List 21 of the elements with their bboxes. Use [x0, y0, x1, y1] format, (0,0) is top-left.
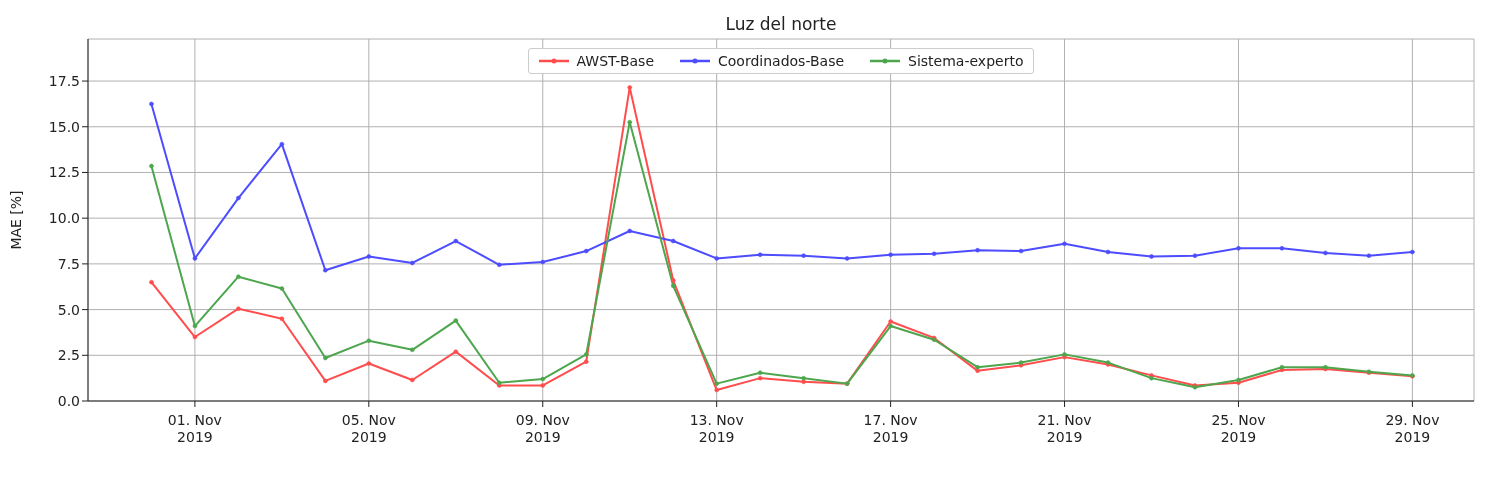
y-tick-label: 7.5	[57, 255, 80, 272]
y-tick-label: 17.5	[48, 73, 80, 90]
legend-label: Coordinados-Base	[718, 53, 845, 69]
x-tick-label: 25. Nov 2019	[1211, 412, 1266, 445]
x-tick-label: 05. Nov 2019	[341, 412, 396, 445]
chart-title: Luz del norte	[724, 14, 838, 34]
y-tick-label: 5.0	[57, 301, 80, 318]
x-tick-label: 09. Nov 2019	[515, 412, 570, 445]
legend-label: Sistema-experto	[908, 53, 1024, 69]
x-tick-label: 13. Nov 2019	[689, 412, 744, 445]
x-tick-label: 29. Nov 2019	[1385, 412, 1440, 445]
y-tick-label: 12.5	[48, 164, 80, 181]
y-axis-title: MAE [%]	[7, 190, 24, 250]
x-tick-label: 21. Nov 2019	[1037, 412, 1092, 445]
x-tick-label: 17. Nov 2019	[863, 412, 918, 445]
legend-label: AWST-Base	[576, 53, 654, 69]
y-tick-label: 2.5	[57, 347, 80, 364]
x-tick-label: 01. Nov 2019	[167, 412, 222, 445]
y-tick-label: 0.0	[57, 392, 80, 409]
y-tick-label: 15.0	[48, 118, 80, 135]
y-tick-label: 10.0	[48, 210, 80, 227]
